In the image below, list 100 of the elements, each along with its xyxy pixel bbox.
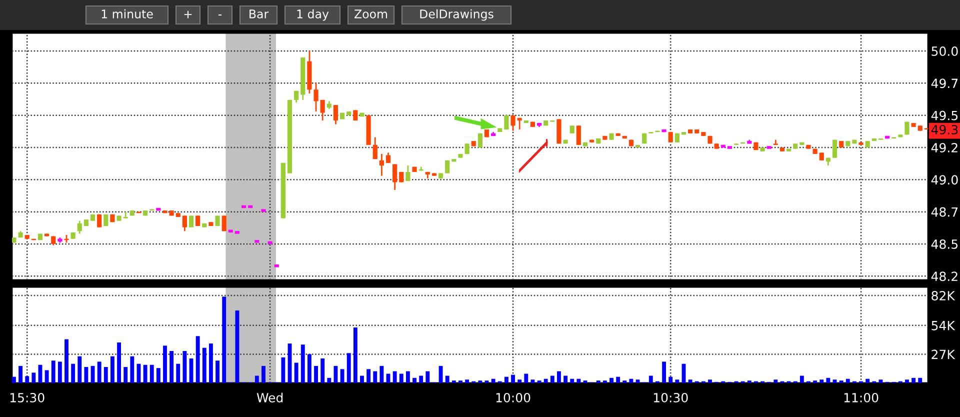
- bar: [380, 366, 384, 383]
- bar: [878, 380, 883, 383]
- bar: [163, 346, 167, 383]
- y-tick-label: 82K: [932, 291, 956, 300]
- bar: [550, 376, 554, 383]
- text: DelDrawings: [420, 9, 494, 21]
- bar: [820, 380, 824, 383]
- bar: [610, 378, 614, 383]
- bar: [262, 366, 266, 383]
- bar: [912, 378, 916, 383]
- bar: [629, 378, 634, 383]
- bar: [314, 366, 318, 383]
- bar: [110, 356, 114, 383]
- bar: [124, 367, 128, 383]
- bar: [360, 376, 364, 383]
- bar: [426, 371, 430, 383]
- candlestick: [196, 214, 200, 227]
- candlestick: [333, 104, 338, 126]
- bar: [373, 371, 378, 383]
- y-tick-label: 50.0: [932, 46, 958, 56]
- bar: [386, 374, 390, 383]
- bar: [51, 360, 56, 383]
- bar: [143, 364, 148, 383]
- bar: [412, 378, 416, 383]
- bar: [281, 357, 286, 383]
- bar: [254, 376, 259, 383]
- y-tick-label: 49.7: [931, 78, 958, 88]
- bar: [320, 358, 325, 383]
- text: +: [184, 10, 192, 18]
- text: -: [218, 14, 222, 16]
- bar: [156, 368, 160, 383]
- bar: [504, 376, 508, 383]
- bar: [465, 380, 470, 383]
- bar: [182, 351, 187, 383]
- bar: [340, 369, 344, 383]
- bar: [300, 344, 305, 383]
- candlestick: [478, 132, 482, 148]
- bar: [675, 380, 680, 383]
- bar: [117, 342, 121, 383]
- y-tick-label: 54K: [932, 321, 956, 330]
- bar: [170, 351, 174, 383]
- bar: [196, 336, 200, 383]
- bar: [511, 374, 515, 383]
- text: 1 minute: [102, 9, 153, 18]
- bar: [294, 362, 298, 383]
- y-tick-label: 49.2: [931, 142, 958, 152]
- bar: [708, 380, 712, 383]
- x-tick-label: 15:30: [10, 392, 44, 402]
- x-tick-label: 11:00: [844, 392, 878, 402]
- candlestick: [464, 142, 470, 155]
- candlestick: [182, 214, 187, 232]
- bar: [71, 364, 76, 383]
- bar: [392, 371, 397, 383]
- y-tick-label: 48.5: [931, 239, 958, 249]
- candlestick: [222, 214, 226, 232]
- bar: [800, 376, 804, 383]
- candlestick: [386, 152, 391, 164]
- bar: [104, 367, 108, 383]
- bar: [648, 376, 653, 383]
- bar: [25, 376, 30, 383]
- bar: [150, 364, 154, 383]
- bar: [636, 380, 640, 383]
- x-tick-label: 10:00: [496, 392, 530, 402]
- y-tick-label: 49.5: [931, 110, 958, 120]
- bar: [491, 378, 496, 383]
- bar: [557, 371, 561, 383]
- text: Zoom: [354, 10, 388, 18]
- bar: [202, 348, 206, 383]
- candlestick: [372, 136, 378, 160]
- bar: [918, 378, 922, 383]
- candlestick: [188, 214, 194, 228]
- bar: [78, 356, 82, 383]
- bar: [905, 380, 909, 383]
- bar: [774, 380, 778, 383]
- bar: [32, 372, 36, 383]
- x-tick-label: Wed: [256, 392, 283, 402]
- bar: [208, 344, 213, 383]
- bar: [334, 366, 338, 383]
- bar: [58, 362, 62, 383]
- candlestick: [353, 109, 358, 122]
- bar: [564, 376, 568, 383]
- bar: [544, 378, 548, 383]
- bar: [346, 353, 351, 383]
- bar: [419, 376, 424, 383]
- bar: [366, 369, 371, 383]
- bar: [445, 376, 450, 383]
- bar: [216, 360, 220, 383]
- y-tick-label: 27K: [932, 350, 956, 359]
- bar: [826, 378, 830, 383]
- candlestick: [392, 164, 398, 191]
- bar: [307, 354, 312, 383]
- bar: [662, 362, 666, 383]
- candlestick: [510, 114, 516, 132]
- bar: [12, 376, 16, 383]
- bar: [222, 296, 226, 383]
- candlestick: [320, 99, 325, 122]
- candlestick: [576, 124, 581, 146]
- candlestick: [832, 139, 838, 158]
- bar: [130, 356, 134, 383]
- bar: [406, 371, 410, 383]
